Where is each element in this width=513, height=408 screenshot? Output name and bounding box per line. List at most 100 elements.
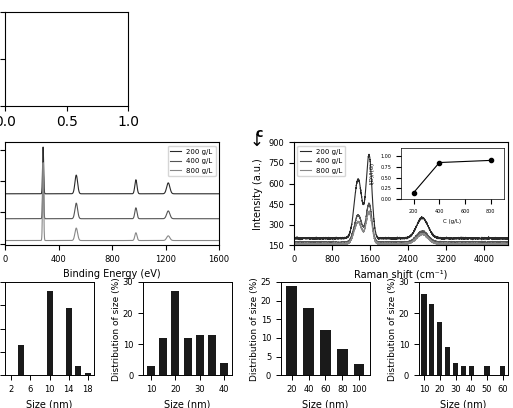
Point xyxy=(339,82,347,89)
200 g/L xyxy=(2,191,8,196)
Point xyxy=(305,82,313,89)
200 g/L xyxy=(478,236,484,241)
Point xyxy=(322,63,330,69)
Point xyxy=(356,69,364,75)
Point xyxy=(446,48,454,55)
400 g/L xyxy=(210,216,216,221)
800 g/L xyxy=(505,242,511,246)
Text: ↓: ↓ xyxy=(249,132,264,150)
200 g/L xyxy=(40,144,46,149)
Point xyxy=(353,55,361,62)
Point xyxy=(341,29,349,35)
Legend: 200 g/L, 400 g/L, 800 g/L: 200 g/L, 400 g/L, 800 g/L xyxy=(298,146,345,176)
800 g/L xyxy=(216,238,222,243)
Point xyxy=(309,43,318,49)
Point xyxy=(448,42,456,49)
Point xyxy=(320,62,328,69)
Point xyxy=(357,67,365,74)
Point xyxy=(461,78,469,84)
Bar xyxy=(147,366,155,375)
Bar xyxy=(66,308,72,375)
Point xyxy=(301,41,309,48)
Point xyxy=(334,64,342,70)
200 g/L xyxy=(505,237,511,242)
Point xyxy=(473,66,482,72)
800 g/L xyxy=(315,242,322,247)
800 g/L xyxy=(13,238,19,243)
Point xyxy=(334,48,342,55)
Point xyxy=(357,40,365,47)
Point xyxy=(355,31,363,38)
Point xyxy=(460,48,468,54)
Point xyxy=(431,47,439,53)
Point xyxy=(328,48,336,55)
200 g/L xyxy=(366,152,372,157)
Bar xyxy=(196,335,204,375)
Point xyxy=(320,80,328,87)
Bar xyxy=(437,322,442,375)
Point xyxy=(357,73,365,79)
800 g/L xyxy=(394,243,400,248)
Bar xyxy=(18,345,24,375)
Line: 800 g/L: 800 g/L xyxy=(294,211,508,245)
Point xyxy=(329,51,337,58)
Point xyxy=(301,76,309,82)
X-axis label: Raman shift (cm⁻¹): Raman shift (cm⁻¹) xyxy=(354,269,447,279)
400 g/L xyxy=(478,240,484,245)
800 g/L xyxy=(210,238,216,243)
Point xyxy=(451,40,460,47)
400 g/L xyxy=(216,216,222,221)
400 g/L xyxy=(366,200,372,205)
Point xyxy=(338,70,346,76)
800 g/L xyxy=(373,239,379,244)
200 g/L xyxy=(298,237,304,242)
Point xyxy=(456,33,464,40)
Point xyxy=(322,56,330,62)
800 g/L xyxy=(478,241,484,246)
Point xyxy=(475,64,483,71)
Point xyxy=(329,48,337,55)
Point xyxy=(336,49,344,55)
Line: 800 g/L: 800 g/L xyxy=(5,163,219,241)
Bar xyxy=(337,349,348,375)
Point xyxy=(308,43,317,49)
Point xyxy=(308,44,316,50)
Point xyxy=(309,73,318,80)
400 g/L xyxy=(373,238,379,243)
Point xyxy=(354,35,362,41)
400 g/L xyxy=(171,216,177,221)
Text: 200 nm: 200 nm xyxy=(265,96,291,102)
200 g/L xyxy=(382,235,388,240)
Y-axis label: Distribution of size (%): Distribution of size (%) xyxy=(388,277,397,381)
Point xyxy=(310,38,319,44)
Point xyxy=(484,47,492,54)
800 g/L xyxy=(171,238,177,243)
Point xyxy=(323,63,331,70)
X-axis label: Size (nm): Size (nm) xyxy=(164,400,211,408)
Point xyxy=(407,75,415,81)
Bar xyxy=(469,366,474,375)
Point xyxy=(307,53,315,60)
Point xyxy=(416,33,424,40)
800 g/L xyxy=(291,241,297,246)
Point xyxy=(324,78,332,84)
Line: 400 g/L: 400 g/L xyxy=(294,203,508,244)
200 g/L xyxy=(101,191,107,196)
Point xyxy=(343,63,351,69)
Point xyxy=(315,65,323,72)
X-axis label: Size (nm): Size (nm) xyxy=(27,400,73,408)
200 g/L xyxy=(106,191,112,196)
Point xyxy=(410,83,419,90)
800 g/L xyxy=(501,241,507,246)
400 g/L xyxy=(315,240,322,245)
Y-axis label: Distribution of size (%): Distribution of size (%) xyxy=(112,277,121,381)
Line: 200 g/L: 200 g/L xyxy=(294,154,508,239)
Bar xyxy=(184,338,191,375)
Point xyxy=(352,38,361,45)
Point xyxy=(458,71,466,77)
Bar xyxy=(208,335,216,375)
Bar xyxy=(453,363,458,375)
Point xyxy=(333,34,342,40)
Point xyxy=(309,80,317,86)
Point xyxy=(313,61,322,68)
